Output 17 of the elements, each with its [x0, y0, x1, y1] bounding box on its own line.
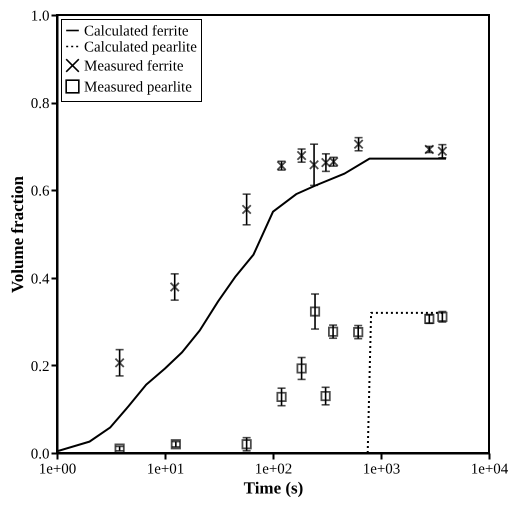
y-tick-label: 0.0	[30, 446, 50, 462]
legend-label: Calculated ferrite	[84, 24, 189, 40]
y-tick-label: 0.4	[30, 271, 50, 288]
legend-label: Calculated pearlite	[84, 40, 198, 56]
y-tick-label: 0.6	[30, 184, 50, 200]
legend-label: Measured ferrite	[84, 58, 184, 74]
y-axis-title: Volume fraction	[8, 175, 27, 293]
y-tick-label: 0.2	[30, 358, 50, 375]
y-tick-label: 1.0	[30, 8, 50, 24]
x-tick-label: 1e+04	[470, 462, 509, 478]
x-tick-label: 1e+03	[362, 462, 400, 478]
x-tick-label: 1e+01	[146, 462, 184, 478]
y-tick-label: 0.8	[30, 96, 50, 112]
legend-label: Measured pearlite	[84, 80, 192, 96]
x-tick-label: 1e+02	[254, 462, 292, 478]
x-tick-label: 1e+00	[38, 462, 76, 478]
x-axis-title: Time (s)	[244, 478, 304, 498]
